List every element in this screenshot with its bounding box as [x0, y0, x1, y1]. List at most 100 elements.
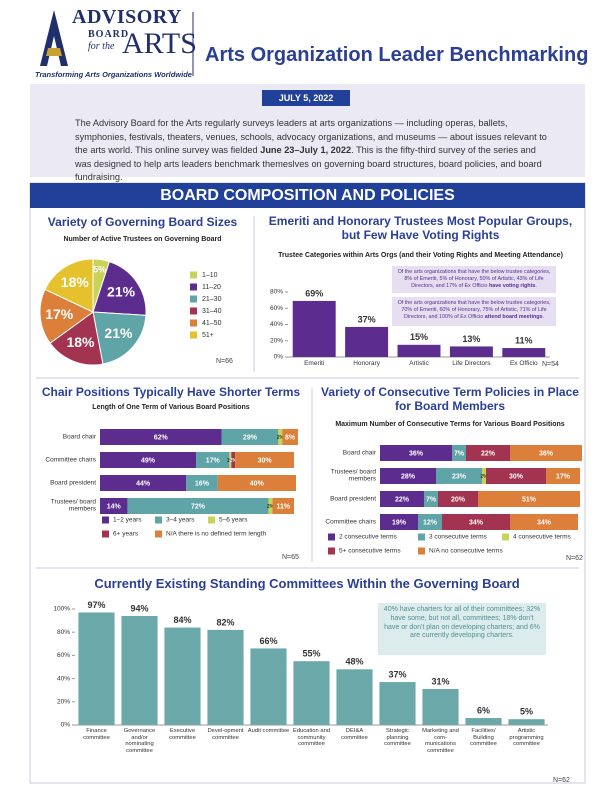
legend-swatch	[328, 533, 335, 541]
legend-swatch	[418, 547, 425, 555]
value-label: 20%	[451, 496, 466, 503]
x-tick-label: Education and community committee	[292, 728, 331, 748]
y-tick-label: Committee chairs	[325, 518, 376, 526]
logo-text: BOARD	[88, 29, 130, 40]
slice-label: 18%	[61, 274, 90, 290]
chart-subtitle: Number of Active Trustees on Governing B…	[63, 236, 222, 243]
value-label: 34%	[469, 519, 484, 526]
bar-segment	[127, 498, 269, 514]
legend-label: 3 consecutive terms	[429, 534, 488, 541]
legend-label: 4 consecutive terms	[513, 534, 572, 541]
bar-segment	[436, 468, 482, 484]
pie-slice	[39, 288, 94, 344]
value-label: 30%	[258, 457, 273, 464]
annotation: Of the arts organizations that have the …	[392, 266, 556, 293]
legend-label: 41–50	[202, 320, 222, 327]
annotation-text: Of the arts organizations that have the …	[397, 269, 551, 289]
page-title: Arts Organization Leader Benchmarking	[205, 44, 589, 66]
value-label: 94%	[130, 603, 148, 613]
legend-swatch	[190, 319, 197, 327]
value-label: 22%	[395, 496, 410, 503]
bar-segment	[442, 514, 510, 530]
intro-text: . This is the fifty-third survey of the …	[75, 145, 542, 182]
chart-subtitle: Maximum Number of Consecutive Terms for …	[335, 421, 565, 428]
x-tick-label: Strategic planning committee	[384, 728, 411, 748]
x-tick-label: Marketing and com-munications committee	[422, 728, 459, 754]
value-label: 29%	[243, 434, 258, 441]
sample-note: N=62	[566, 555, 583, 562]
pie-slice	[92, 311, 147, 365]
y-tick-label: Trustees/ board members	[50, 498, 96, 513]
x-tick-label: Honorary	[353, 360, 380, 367]
annotation-text: .	[535, 282, 537, 289]
bar	[293, 661, 330, 725]
legend-swatch	[102, 516, 109, 524]
value-label: 30%	[509, 473, 524, 480]
value-label: 12%	[423, 519, 438, 526]
legend-swatch	[418, 533, 425, 541]
chart-title: Variety of Governing Board Sizes	[47, 215, 238, 229]
annotation-text: attend board meetings	[484, 313, 543, 320]
bar-segment	[100, 429, 222, 445]
value-label: 62%	[154, 434, 169, 441]
logo-mark-accent	[46, 48, 62, 56]
x-tick-label: Artistic programming committee	[509, 728, 544, 748]
value-label: 5%	[520, 707, 533, 717]
section-banner	[30, 183, 585, 208]
value-label: 15%	[410, 332, 428, 342]
value-label: 8%	[285, 434, 296, 441]
x-tick-label: Devel-opment committee	[207, 728, 244, 741]
bar-segment	[196, 452, 230, 468]
y-tick-label: Trustees/ board members	[330, 468, 376, 483]
y-tick-label: 20%	[270, 337, 283, 344]
y-tick-label: 100%	[53, 606, 70, 613]
x-tick-label: Life Directors	[452, 360, 491, 367]
slice-label: 21%	[104, 325, 133, 341]
y-tick-label: 60%	[270, 305, 283, 312]
legend-swatch	[190, 331, 197, 339]
y-tick-label: 0%	[274, 354, 284, 361]
y-tick-label: Board president	[50, 479, 96, 487]
logo-text: ARTS	[122, 27, 197, 60]
value-label: 2%	[267, 504, 275, 510]
logo-mark	[40, 10, 68, 66]
y-tick-label: Board chair	[342, 449, 376, 457]
value-label: 51%	[522, 496, 537, 503]
sample-note: N=66	[216, 358, 233, 365]
bar-segment	[418, 514, 442, 530]
bar	[336, 669, 373, 725]
bar	[465, 718, 502, 725]
logo-text: ADVISORY	[72, 6, 182, 28]
bar	[502, 348, 546, 357]
legend-swatch	[155, 516, 162, 524]
section-title: BOARD COMPOSITION AND POLICIES	[160, 187, 455, 204]
y-tick-label: 60%	[57, 652, 70, 659]
x-tick-label: DEI&A committee	[341, 728, 368, 741]
value-label: 36%	[409, 450, 424, 457]
value-label: 1%	[227, 458, 235, 464]
y-tick-label: Committee chairs	[45, 456, 96, 464]
legend-swatch	[190, 307, 197, 315]
value-label: 34%	[537, 519, 552, 526]
bar-segment	[100, 452, 197, 468]
value-label: 37%	[388, 669, 406, 679]
value-label: 31%	[431, 676, 449, 686]
bar	[397, 344, 441, 357]
bar-segment	[272, 498, 295, 514]
bar	[449, 346, 493, 357]
bar	[121, 615, 158, 725]
value-label: 49%	[141, 457, 156, 464]
pie-slice	[44, 258, 94, 313]
value-label: 55%	[302, 649, 320, 659]
value-label: 36%	[539, 450, 554, 457]
legend-swatch	[502, 533, 509, 541]
value-label: 2%	[480, 474, 488, 480]
bar	[508, 719, 545, 725]
value-label: 16%	[195, 480, 210, 487]
legend-swatch	[328, 547, 335, 555]
legend-label: 1–2 years	[113, 517, 142, 524]
bar-segment	[278, 429, 283, 445]
annotation-text: .	[542, 313, 545, 320]
value-label: 40%	[250, 480, 265, 487]
value-label: 14%	[107, 503, 122, 510]
